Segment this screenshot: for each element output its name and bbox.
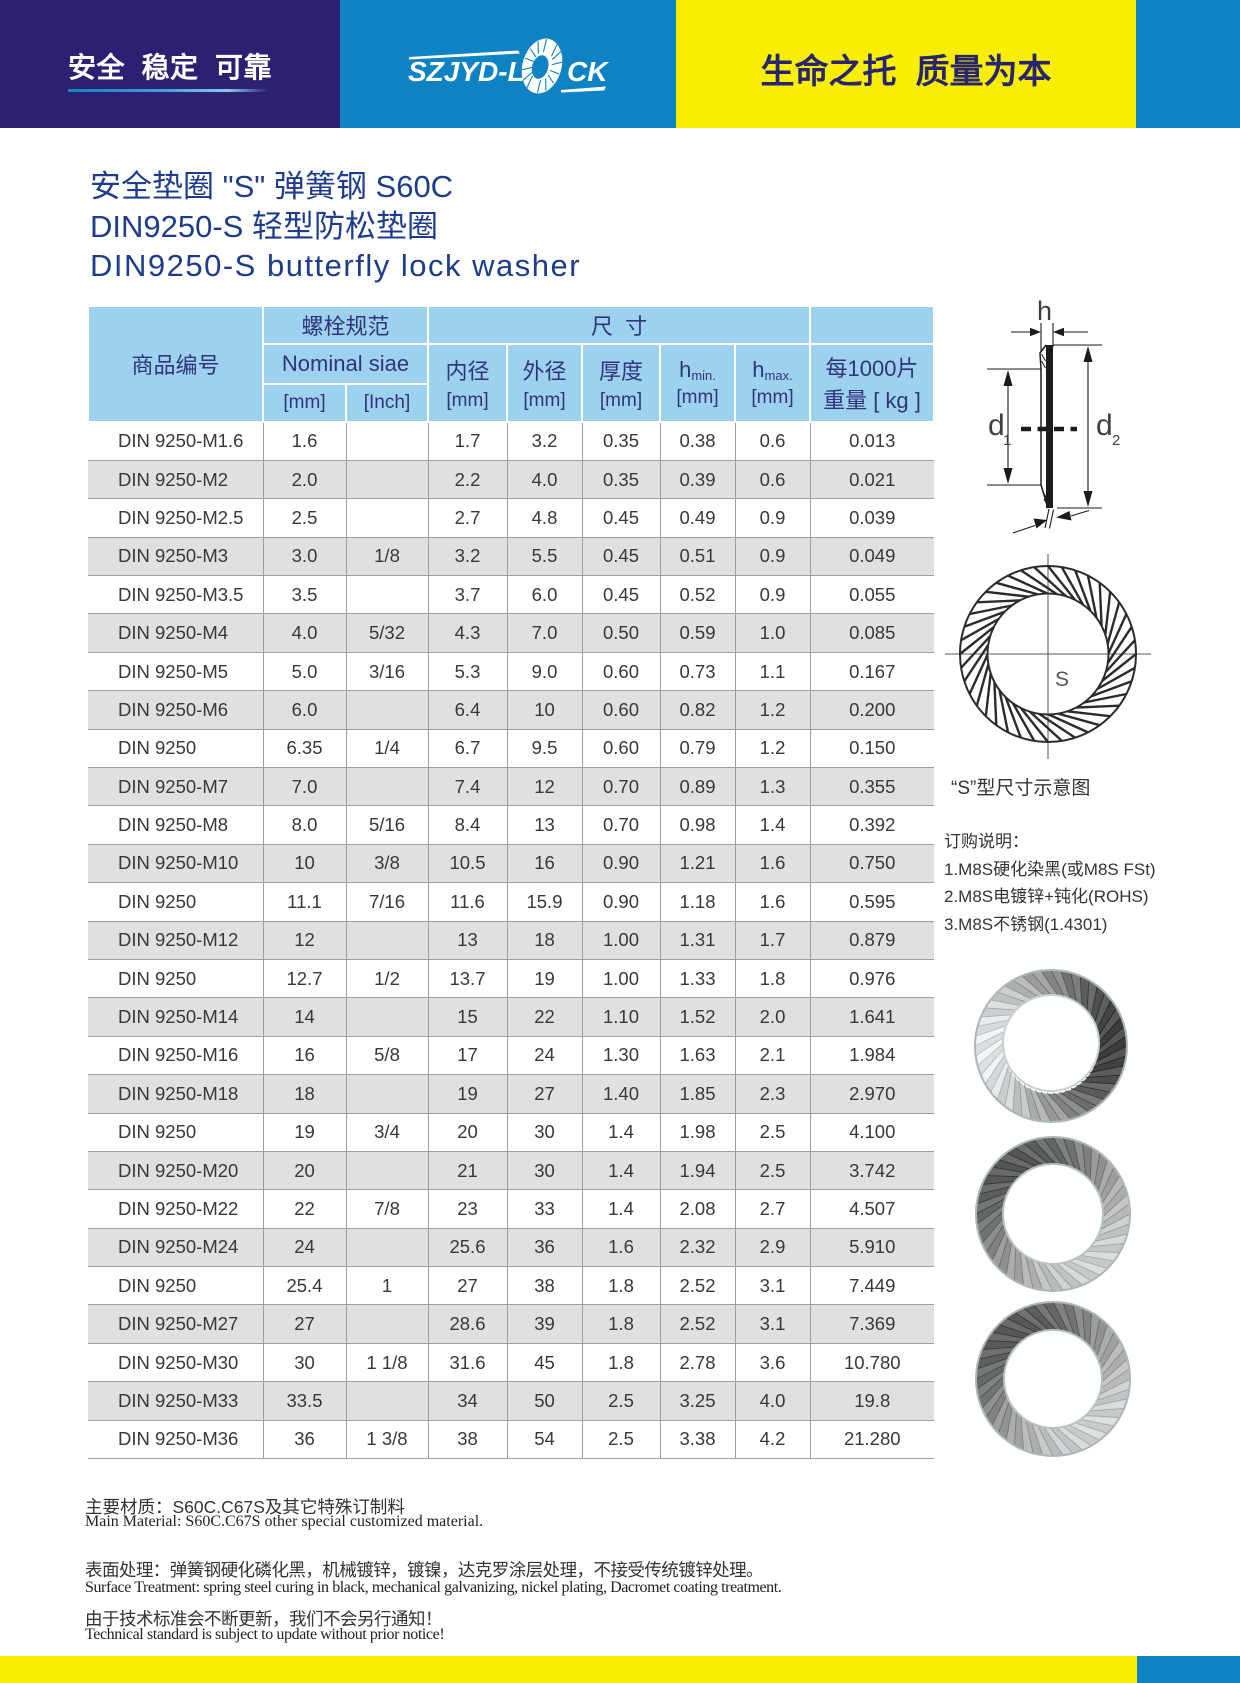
svg-text:h: h xyxy=(1037,298,1052,326)
svg-text:CK: CK xyxy=(567,56,609,87)
svg-text:d: d xyxy=(1096,409,1113,442)
svg-text:SZJYD-L: SZJYD-L xyxy=(408,56,525,87)
svg-text:1: 1 xyxy=(1003,432,1011,449)
svg-text:2: 2 xyxy=(1112,432,1120,449)
svg-text:d: d xyxy=(988,409,1005,442)
svg-text:S: S xyxy=(1055,668,1069,691)
